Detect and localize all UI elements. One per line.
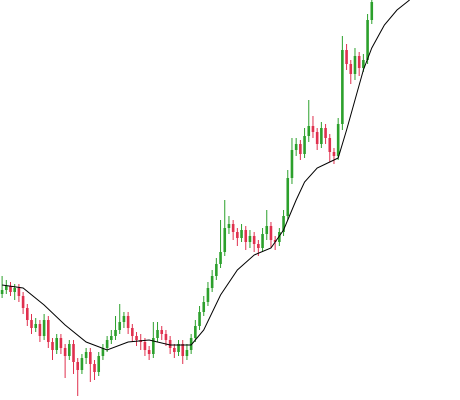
- candle-body: [55, 338, 59, 350]
- candle-body: [236, 232, 239, 238]
- candle-body: [63, 348, 67, 356]
- candle-body: [328, 138, 332, 152]
- candle-body: [307, 126, 311, 136]
- candle-body: [219, 252, 222, 264]
- candle-body: [76, 362, 80, 370]
- candle-body: [126, 316, 130, 328]
- candle-body: [286, 178, 290, 216]
- candle-body: [131, 328, 134, 336]
- candle-body: [105, 340, 109, 348]
- candle-body: [290, 150, 294, 178]
- candle-body: [160, 330, 164, 334]
- candle-body: [324, 128, 327, 138]
- candle-body: [299, 144, 302, 154]
- candle-body: [93, 364, 96, 372]
- candle-body: [206, 288, 210, 302]
- candle-body: [261, 234, 264, 248]
- candle-body: [189, 338, 193, 350]
- candle-body: [164, 334, 168, 340]
- candle-body: [59, 338, 63, 348]
- candle-body: [0, 290, 4, 294]
- candle-body: [42, 320, 46, 336]
- candle-body: [315, 132, 319, 144]
- candle-body: [202, 302, 206, 312]
- candle-body: [9, 286, 12, 292]
- candle-body: [147, 350, 151, 354]
- candle-body: [26, 308, 29, 320]
- candle-body: [198, 312, 201, 326]
- candle-body: [110, 336, 113, 340]
- candle-body: [17, 288, 21, 296]
- candle-body: [240, 230, 243, 238]
- candle-body: [370, 2, 374, 20]
- candle-body: [135, 336, 138, 340]
- candle-body: [244, 230, 248, 242]
- candle-body: [223, 228, 227, 252]
- candle-body: [332, 152, 336, 156]
- candle-body: [80, 358, 84, 370]
- candle-body: [252, 236, 256, 244]
- candle-body: [362, 60, 365, 68]
- candle-body: [248, 236, 252, 242]
- candle-body: [353, 56, 357, 74]
- candle-body: [349, 64, 353, 74]
- candle-body: [294, 144, 298, 150]
- candle-body: [47, 320, 50, 342]
- candle-body: [68, 344, 71, 356]
- candle-body: [51, 342, 54, 350]
- candle-body: [122, 316, 126, 322]
- candle-body: [341, 50, 344, 124]
- candle-body: [101, 348, 105, 356]
- candle-body: [265, 226, 269, 234]
- candle-body: [97, 356, 101, 372]
- candle-body: [185, 350, 189, 356]
- candle-body: [273, 240, 277, 242]
- candle-body: [269, 226, 273, 240]
- candle-body: [336, 124, 340, 156]
- candle-body: [194, 326, 197, 338]
- candle-body: [303, 136, 306, 154]
- candle-body: [72, 344, 75, 362]
- candle-body: [311, 126, 315, 132]
- candle-body: [13, 288, 17, 292]
- moving-average-line: [2, 0, 410, 351]
- candle-body: [89, 352, 92, 364]
- candle-body: [143, 342, 147, 350]
- candle-body: [177, 344, 180, 352]
- candle-body: [118, 322, 122, 330]
- candle-body: [181, 344, 185, 356]
- candle-body: [5, 286, 8, 290]
- candle-body: [38, 324, 42, 336]
- candle-body: [30, 320, 33, 328]
- candle-body: [227, 224, 231, 228]
- candle-body: [114, 330, 117, 336]
- candle-body: [156, 330, 159, 338]
- candle-body: [257, 244, 260, 248]
- candle-body: [173, 348, 176, 352]
- candle-body: [34, 324, 38, 328]
- candle-body: [357, 56, 361, 68]
- candle-body: [210, 276, 214, 288]
- candle-body: [215, 264, 218, 276]
- candle-body: [231, 224, 235, 232]
- candle-body: [152, 338, 155, 354]
- candle-body: [84, 352, 88, 358]
- candle-body: [282, 216, 285, 232]
- candle-body: [168, 340, 172, 348]
- candle-body: [278, 232, 281, 242]
- candle-body: [320, 128, 323, 144]
- candle-body: [345, 50, 348, 64]
- candle-body: [21, 296, 25, 308]
- candle-body: [366, 20, 369, 60]
